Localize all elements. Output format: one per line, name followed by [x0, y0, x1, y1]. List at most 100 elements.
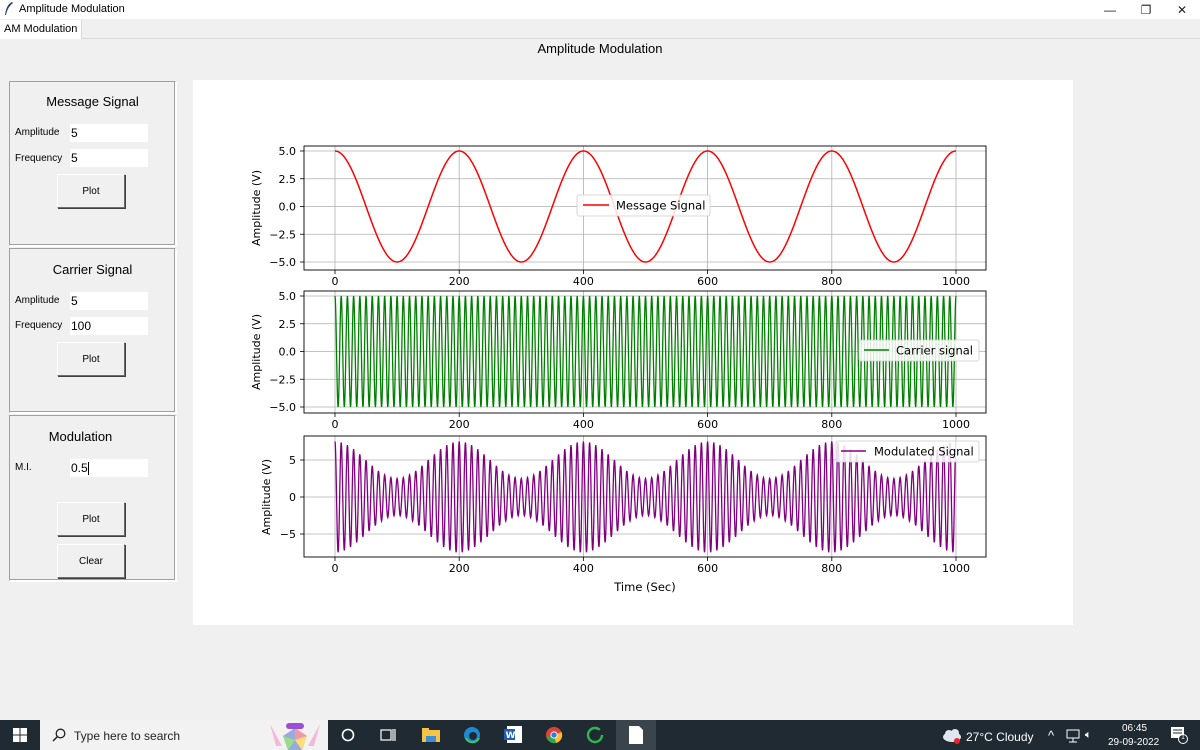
text-cursor [87, 462, 89, 476]
modulation-panel-title: Modulation [48, 429, 113, 444]
y-tick-label: 0.0 [279, 346, 297, 359]
cortana-button[interactable] [328, 720, 368, 750]
message-panel-title: Message Signal [46, 94, 139, 109]
x-tick-label: 1000 [942, 418, 970, 431]
x-tick-label: 800 [821, 275, 842, 288]
notepad-button[interactable] [616, 720, 656, 750]
carrier-signal-axes: 0 200 400 600 800 1000 5.0 2.5 0.0 −2.5 −5.0 Ampli… [250, 290, 987, 431]
refresh-ring-icon [586, 726, 604, 744]
message-y-axis-label: Amplitude (V) [250, 170, 263, 246]
task-view-button[interactable] [368, 720, 408, 750]
x-tick-label: 1000 [942, 275, 970, 288]
file-explorer-button[interactable] [411, 720, 451, 750]
app-button[interactable] [575, 720, 615, 750]
minimize-button[interactable]: — [1092, 0, 1128, 19]
x-tick-label: 200 [449, 562, 470, 575]
close-button[interactable]: ✕ [1164, 0, 1200, 19]
word-icon: W [504, 726, 522, 743]
weather-text[interactable]: 27°C Cloudy [966, 730, 1034, 744]
document-icon [629, 726, 643, 744]
carrier-panel-title: Carrier Signal [52, 262, 133, 277]
carrier-amplitude-label: Amplitude [15, 295, 60, 306]
restore-icon: ❐ [1140, 2, 1152, 17]
cortana-icon [341, 728, 355, 742]
message-plot-button[interactable]: Plot [57, 174, 125, 208]
page-title: Amplitude Modulation [537, 41, 663, 56]
x-tick-label: 200 [449, 418, 470, 431]
task-view-icon [380, 729, 396, 741]
modulated-legend-label: Modulated Signal [874, 445, 974, 459]
network-icon[interactable] [1066, 729, 1082, 743]
restore-button[interactable]: ❐ [1128, 0, 1164, 19]
message-frequency-input[interactable]: 5 [70, 149, 148, 167]
y-tick-label: 5.0 [279, 290, 297, 303]
message-amplitude-input[interactable]: 5 [70, 124, 148, 142]
carrier-frequency-input[interactable]: 100 [70, 317, 148, 335]
carrier-frequency-label: Frequency [15, 320, 63, 331]
x-tick-label: 600 [697, 418, 718, 431]
word-button[interactable]: W [493, 720, 533, 750]
chrome-icon [546, 727, 563, 744]
x-tick-label: 200 [449, 275, 470, 288]
volume-icon[interactable]: 🔈︎ [1085, 729, 1092, 741]
carrier-plot-button[interactable]: Plot [57, 342, 125, 376]
clock-date[interactable]: 29-09-2022 [1108, 737, 1160, 748]
modulated-signal-axes: 0 200 400 600 800 1000 5 0 −5 Amplitude (V) Modu… [260, 435, 987, 594]
modulation-plot-button[interactable]: Plot [57, 502, 125, 536]
y-tick-label: 2.5 [279, 173, 297, 186]
search-highlight-icon [262, 720, 328, 750]
taskbar: Type here to search W 27°C Cloudy ^ 🔈︎ 0… [0, 720, 1200, 750]
y-tick-label: 0 [289, 491, 296, 504]
taskbar-search-box[interactable]: Type here to search [40, 720, 328, 750]
plot-figure: 0 200 400 600 800 1000 5.0 2.5 0.0 −2.5 −5.0 Ampli… [193, 80, 1073, 625]
edge-icon [464, 727, 480, 744]
start-button[interactable] [0, 720, 40, 750]
x-tick-label: 600 [697, 562, 718, 575]
clear-button[interactable]: Clear [57, 544, 125, 578]
minimize-icon: — [1104, 2, 1116, 17]
modulated-signal-line [334, 441, 957, 553]
plot-canvas: 0 200 400 600 800 1000 5.0 2.5 0.0 −2.5 −5.0 Ampli… [250, 145, 987, 594]
y-tick-label: 5 [289, 454, 296, 467]
y-tick-label: −2.5 [269, 373, 296, 386]
carrier-y-axis-label: Amplitude (V) [250, 314, 263, 390]
x-tick-label: 1000 [942, 562, 970, 575]
y-tick-label: −2.5 [269, 228, 296, 241]
search-placeholder: Type here to search [74, 729, 181, 743]
y-tick-label: 0.0 [279, 201, 297, 214]
folder-icon [422, 727, 440, 742]
x-tick-label: 800 [821, 418, 842, 431]
window-title: Amplitude Modulation [19, 3, 125, 15]
y-tick-label: 2.5 [279, 318, 297, 331]
carrier-legend: Carrier signal [858, 339, 980, 362]
x-axis-label: Time (Sec) [613, 580, 675, 594]
title-bar: Amplitude Modulation — ❐ ✕ [0, 0, 1200, 19]
clock-time[interactable]: 06:45 [1122, 723, 1148, 734]
x-tick-label: 0 [332, 562, 339, 575]
y-tick-label: −5 [280, 528, 296, 541]
search-icon [52, 728, 66, 742]
mi-value: 0.5 [71, 461, 88, 475]
x-tick-label: 600 [697, 275, 718, 288]
carrier-amplitude-input[interactable]: 5 [70, 292, 148, 310]
message-signal-panel: Message Signal Amplitude 5 Frequency 5 P… [9, 81, 176, 246]
message-legend: Message Signal [576, 194, 711, 217]
notification-center-button[interactable]: 1 [1170, 726, 1188, 744]
notification-icon [1171, 727, 1188, 744]
y-tick-label: 5.0 [279, 145, 297, 158]
tray-chevron-up-icon[interactable]: ^ [1048, 728, 1055, 743]
modulation-panel: Modulation M.I. 0.5 Plot Clear [9, 415, 176, 581]
y-tick-label: −5.0 [269, 401, 296, 414]
x-tick-label: 0 [332, 418, 339, 431]
close-icon: ✕ [1176, 2, 1188, 17]
chrome-button[interactable] [534, 720, 574, 750]
edge-button[interactable] [452, 720, 492, 750]
x-tick-label: 800 [821, 562, 842, 575]
svg-text:W: W [506, 731, 516, 741]
tab-am-modulation[interactable]: AM Modulation [0, 20, 83, 39]
x-tick-label: 400 [573, 562, 594, 575]
notification-count: 1 [1181, 734, 1185, 741]
message-legend-label: Message Signal [616, 199, 705, 213]
mi-input[interactable]: 0.5 [70, 459, 148, 477]
carrier-signal-line [334, 295, 957, 408]
